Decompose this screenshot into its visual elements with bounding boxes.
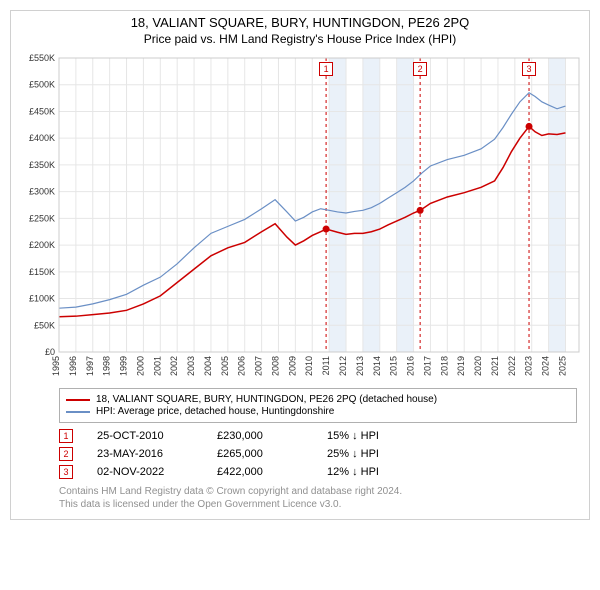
svg-text:£450K: £450K xyxy=(29,106,55,116)
legend-label: 18, VALIANT SQUARE, BURY, HUNTINGDON, PE… xyxy=(96,394,437,405)
svg-text:£300K: £300K xyxy=(29,187,55,197)
transaction-date: 02-NOV-2022 xyxy=(97,466,217,478)
transaction-price: £265,000 xyxy=(217,448,327,460)
footnote-line: Contains HM Land Registry data © Crown c… xyxy=(59,485,577,498)
svg-text:2011: 2011 xyxy=(321,356,331,375)
svg-text:2015: 2015 xyxy=(389,356,399,376)
svg-text:2012: 2012 xyxy=(338,356,348,376)
chart-subtitle: Price paid vs. HM Land Registry's House … xyxy=(11,32,589,46)
transaction-date: 25-OCT-2010 xyxy=(97,430,217,442)
legend-swatch xyxy=(66,411,90,413)
legend: 18, VALIANT SQUARE, BURY, HUNTINGDON, PE… xyxy=(59,388,577,423)
transaction-price: £422,000 xyxy=(217,466,327,478)
legend-swatch xyxy=(66,399,90,401)
svg-text:2006: 2006 xyxy=(237,356,247,376)
svg-text:2005: 2005 xyxy=(220,356,230,376)
svg-text:2003: 2003 xyxy=(186,356,196,376)
transaction-marker: 2 xyxy=(59,447,73,461)
transaction-row: 2 23-MAY-2016£265,00025% ↓ HPI xyxy=(59,447,577,461)
legend-row: HPI: Average price, detached house, Hunt… xyxy=(66,406,570,417)
transaction-marker: 1 xyxy=(59,429,73,443)
transaction-diff: 25% ↓ HPI xyxy=(327,448,437,460)
chart-title: 18, VALIANT SQUARE, BURY, HUNTINGDON, PE… xyxy=(11,15,589,30)
svg-text:2002: 2002 xyxy=(169,356,179,376)
svg-text:2022: 2022 xyxy=(507,356,517,376)
legend-row: 18, VALIANT SQUARE, BURY, HUNTINGDON, PE… xyxy=(66,394,570,405)
svg-text:1997: 1997 xyxy=(85,356,95,376)
svg-text:2009: 2009 xyxy=(287,356,297,376)
footnote: Contains HM Land Registry data © Crown c… xyxy=(59,485,577,511)
svg-text:1996: 1996 xyxy=(68,356,78,376)
svg-text:£550K: £550K xyxy=(29,53,55,63)
svg-text:£200K: £200K xyxy=(29,240,55,250)
plot-svg: £0 £50K £100K £150K £200K £250K £300K £350K £400… xyxy=(11,52,589,382)
legend-label: HPI: Average price, detached house, Hunt… xyxy=(96,406,334,417)
svg-text:£500K: £500K xyxy=(29,80,55,90)
transaction-marker: 3 xyxy=(59,465,73,479)
transaction-diff: 12% ↓ HPI xyxy=(327,466,437,478)
titles: 18, VALIANT SQUARE, BURY, HUNTINGDON, PE… xyxy=(11,11,589,52)
svg-text:£50K: £50K xyxy=(34,320,55,330)
svg-text:2008: 2008 xyxy=(270,356,280,376)
svg-text:2025: 2025 xyxy=(557,356,567,376)
svg-text:2017: 2017 xyxy=(422,356,432,376)
transaction-row: 1 25-OCT-2010£230,00015% ↓ HPI xyxy=(59,429,577,443)
transaction-date: 23-MAY-2016 xyxy=(97,448,217,460)
footnote-line: This data is licensed under the Open Gov… xyxy=(59,498,577,511)
svg-text:£350K: £350K xyxy=(29,160,55,170)
transaction-row: 3 02-NOV-2022£422,00012% ↓ HPI xyxy=(59,465,577,479)
transaction-diff: 15% ↓ HPI xyxy=(327,430,437,442)
svg-text:2000: 2000 xyxy=(135,356,145,376)
svg-text:1995: 1995 xyxy=(51,356,61,376)
transactions-table: 1 25-OCT-2010£230,00015% ↓ HPI 2 23-MAY-201… xyxy=(59,429,577,479)
svg-text:2020: 2020 xyxy=(473,356,483,376)
transaction-marker-badge: 2 xyxy=(413,62,427,76)
svg-text:2023: 2023 xyxy=(524,356,534,376)
svg-text:2018: 2018 xyxy=(439,356,449,376)
svg-text:2007: 2007 xyxy=(254,356,264,376)
svg-text:2010: 2010 xyxy=(304,356,314,376)
svg-text:2013: 2013 xyxy=(355,356,365,376)
svg-text:£100K: £100K xyxy=(29,294,55,304)
svg-text:2004: 2004 xyxy=(203,356,213,376)
svg-text:£250K: £250K xyxy=(29,213,55,223)
svg-text:1998: 1998 xyxy=(102,356,112,376)
svg-text:2021: 2021 xyxy=(490,356,500,376)
svg-text:2016: 2016 xyxy=(406,356,416,376)
svg-text:2019: 2019 xyxy=(456,356,466,376)
chart-container: 18, VALIANT SQUARE, BURY, HUNTINGDON, PE… xyxy=(10,10,590,520)
svg-text:£400K: £400K xyxy=(29,133,55,143)
svg-text:1999: 1999 xyxy=(119,356,129,376)
svg-text:2001: 2001 xyxy=(152,356,162,376)
svg-text:2014: 2014 xyxy=(372,356,382,376)
transaction-marker-badge: 3 xyxy=(522,62,536,76)
svg-text:2024: 2024 xyxy=(541,356,551,376)
svg-text:£0: £0 xyxy=(45,347,55,357)
plot-area: £0 £50K £100K £150K £200K £250K £300K £350K £400… xyxy=(11,52,589,382)
transaction-price: £230,000 xyxy=(217,430,327,442)
transaction-marker-badge: 1 xyxy=(319,62,333,76)
svg-text:£150K: £150K xyxy=(29,267,55,277)
